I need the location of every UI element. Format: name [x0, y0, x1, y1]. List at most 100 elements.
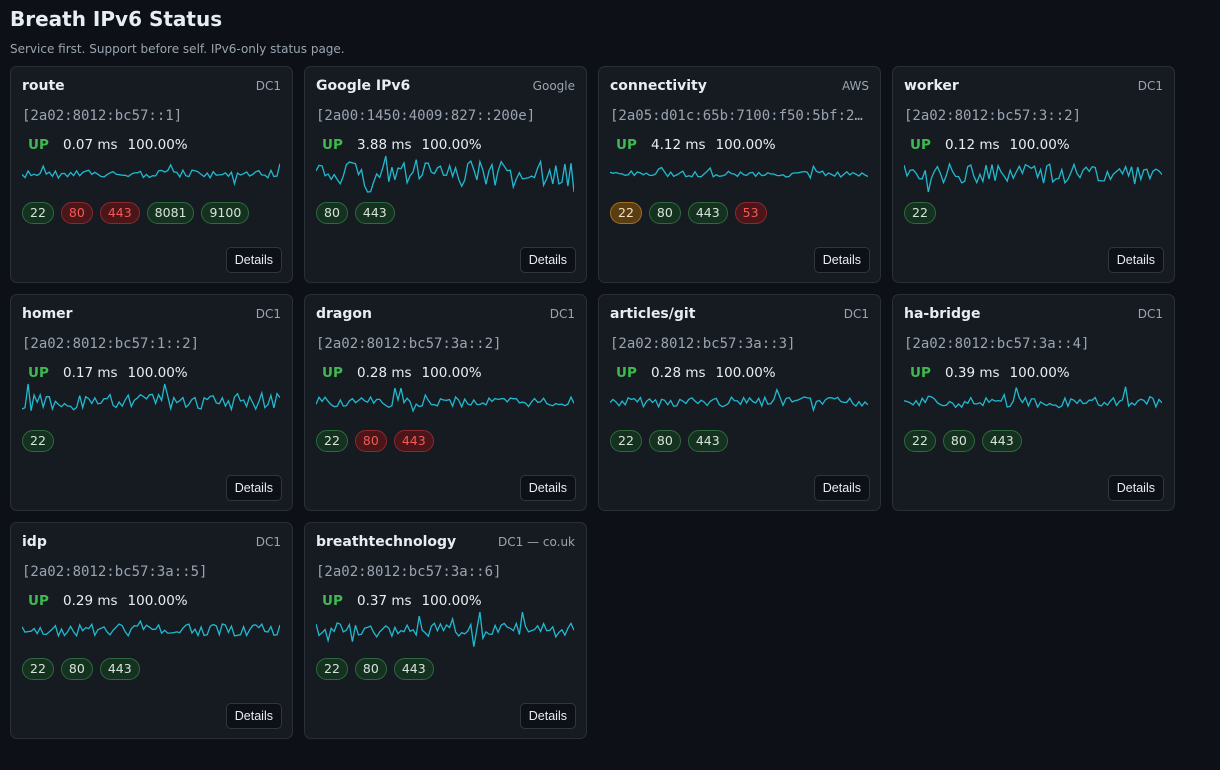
- port-badge: 53: [734, 202, 767, 224]
- details-button[interactable]: Details: [519, 475, 576, 501]
- service-name: route: [22, 78, 65, 94]
- port-badge: 22: [316, 430, 348, 452]
- port-badge: 80: [354, 430, 387, 452]
- sparkline-path: [316, 611, 574, 647]
- latency-sparkline: [610, 164, 868, 180]
- details-button[interactable]: Details: [1107, 475, 1164, 501]
- latency-sparkline: [904, 386, 1162, 409]
- status-badge: UP: [322, 593, 343, 609]
- service-ip: [2a00:1450:4009:827::200e]: [316, 108, 536, 124]
- details-button[interactable]: Details: [1107, 247, 1164, 273]
- port-badge: 22: [22, 202, 54, 224]
- latency-sparkline: [22, 619, 280, 638]
- card-header: connectivity AWS: [610, 78, 869, 96]
- latency-sparkline: [610, 387, 868, 413]
- status-badge: UP: [910, 137, 931, 153]
- service-location: DC1: [549, 307, 575, 321]
- card-header: dragon DC1: [316, 306, 575, 324]
- port-badge: 443: [687, 430, 728, 452]
- latency-sparkline: [22, 383, 280, 412]
- uptime-value: 100.00%: [715, 137, 776, 153]
- service-card: idp DC1 [2a02:8012:bc57:3a::5] UP 0.29 ms 100…: [10, 522, 293, 739]
- details-button[interactable]: Details: [813, 247, 870, 273]
- port-badge: 443: [393, 430, 434, 452]
- status-badge: UP: [910, 365, 931, 381]
- uptime-value: 100.00%: [1009, 365, 1070, 381]
- details-button[interactable]: Details: [519, 703, 576, 729]
- service-stats: UP 3.88 ms 100.00%: [316, 136, 575, 154]
- card-header: ha-bridge DC1: [904, 306, 1163, 324]
- service-name: connectivity: [610, 78, 707, 94]
- port-badge: 22: [904, 430, 936, 452]
- port-badge: 9100: [201, 202, 250, 224]
- service-name: idp: [22, 534, 47, 550]
- service-ip: [2a02:8012:bc57:3a::5]: [22, 564, 208, 580]
- latency-sparkline: [316, 387, 574, 413]
- card-header: articles/git DC1: [610, 306, 869, 324]
- service-location: Google: [532, 79, 575, 93]
- service-location: DC1: [255, 307, 281, 321]
- service-ip: [2a02:8012:bc57:1::2]: [22, 336, 200, 352]
- service-ip: [2a02:8012:bc57:3a::3]: [610, 336, 796, 352]
- sparkline-path: [22, 619, 280, 638]
- uptime-value: 100.00%: [421, 137, 482, 153]
- port-badge: 443: [393, 658, 434, 680]
- card-header: worker DC1: [904, 78, 1163, 96]
- port-badge: 443: [981, 430, 1022, 452]
- sparkline-path: [316, 387, 574, 413]
- service-stats: UP 0.28 ms 100.00%: [610, 364, 869, 382]
- port-badge: 80: [648, 202, 681, 224]
- service-card: route DC1[2a02:8012:bc57::1]UP 0.07 ms 100.…: [10, 66, 293, 283]
- port-badge: 80: [316, 202, 348, 224]
- port-badge: 443: [354, 202, 395, 224]
- service-location: DC1 — co.uk: [498, 535, 575, 549]
- service-location: DC1: [255, 79, 281, 93]
- status-badge: UP: [616, 365, 637, 381]
- sparkline-path: [904, 386, 1162, 409]
- port-badge: 22: [316, 658, 348, 680]
- port-list: 22 80 443: [22, 658, 281, 680]
- service-location: DC1: [1137, 307, 1163, 321]
- latency-sparkline: [22, 163, 280, 187]
- service-ip: [2a02:8012:bc57:3a::4]: [904, 336, 1090, 352]
- service-stats: UP 0.39 ms 100.00%: [904, 364, 1163, 382]
- uptime-value: 100.00%: [127, 593, 188, 609]
- details-button[interactable]: Details: [225, 247, 282, 273]
- sparkline-path: [610, 164, 868, 180]
- status-badge: UP: [322, 137, 343, 153]
- service-ip: [2a02:8012:bc57:3a::6]: [316, 564, 502, 580]
- service-location: AWS: [841, 79, 869, 93]
- service-name: homer: [22, 306, 73, 322]
- status-badge: UP: [28, 137, 49, 153]
- service-card: articles/git DC1[2a02:8012:bc57:3a::3]UP 0…: [598, 294, 881, 511]
- service-stats: UP 0.12 ms 100.00%: [904, 136, 1163, 154]
- status-badge: UP: [616, 137, 637, 153]
- status-badge: UP: [28, 593, 49, 609]
- service-stats: UP 0.07 ms 100.00%: [22, 136, 281, 154]
- port-list: 22 80 443: [316, 430, 575, 452]
- service-card: worker DC1[2a02:8012:bc57:3::2]UP 0.12 ms 1…: [892, 66, 1175, 283]
- sparkline-path: [316, 155, 574, 193]
- port-badge: 443: [99, 202, 140, 224]
- details-button[interactable]: Details: [225, 703, 282, 729]
- page-title: Breath IPv6 Status: [10, 7, 223, 31]
- card-header: homer DC1: [22, 306, 281, 324]
- port-badge: 8081: [146, 202, 195, 224]
- port-badge: 80: [648, 430, 681, 452]
- sparkline-path: [22, 383, 280, 412]
- details-button[interactable]: Details: [519, 247, 576, 273]
- sparkline-path: [22, 163, 280, 187]
- latency-value: 0.37 ms: [357, 593, 412, 609]
- uptime-value: 100.00%: [421, 365, 482, 381]
- service-card: ha-bridge DC1[2a02:8012:bc57:3a::4]UP 0.39…: [892, 294, 1175, 511]
- details-button[interactable]: Details: [813, 475, 870, 501]
- port-list: 22 80 443: [610, 430, 869, 452]
- service-name: worker: [904, 78, 959, 94]
- service-ip: [2a02:8012:bc57::1]: [22, 108, 183, 124]
- details-button[interactable]: Details: [225, 475, 282, 501]
- service-ip: [2a02:8012:bc57:3::2]: [904, 108, 1082, 124]
- service-name: articles/git: [610, 306, 696, 322]
- service-card: dragon DC1 [2a02:8012:bc57:3a::2] UP 0.28 ms…: [304, 294, 587, 511]
- port-badge: 22: [610, 202, 642, 224]
- status-badge: UP: [28, 365, 49, 381]
